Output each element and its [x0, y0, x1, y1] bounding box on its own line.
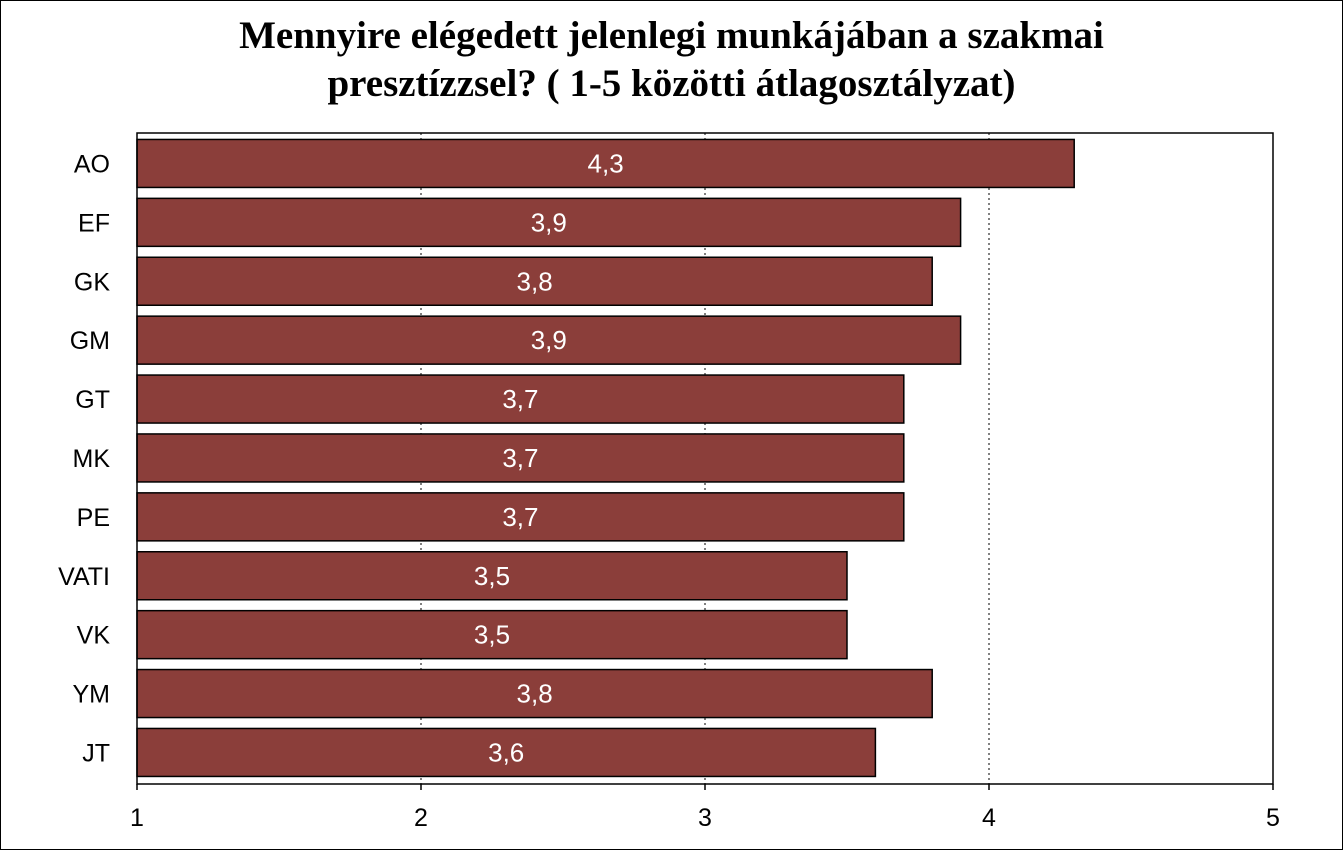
category-label-ao: AO	[74, 150, 110, 178]
x-tick-label-4: 5	[1266, 804, 1280, 832]
category-label-gm: GM	[70, 327, 110, 355]
x-tick-label-3: 4	[982, 804, 996, 832]
bar-vk	[136, 609, 848, 660]
data-label-vati: 3,5	[474, 561, 510, 591]
category-label-mk: MK	[73, 445, 111, 473]
category-label-jt: JT	[82, 739, 110, 767]
bar-pe	[136, 492, 905, 542]
category-label-gk: GK	[74, 268, 110, 296]
data-label-gk: 3,8	[517, 266, 553, 296]
chart-title-line-1: Mennyire elégedett jelenlegi munkájában …	[239, 14, 1104, 57]
chart-title: Mennyire elégedett jelenlegi munkájában …	[0, 12, 1343, 108]
category-label-ef: EF	[78, 209, 110, 237]
category-label-gt: GT	[75, 386, 110, 414]
data-label-gt: 3,7	[502, 384, 538, 414]
data-label-pe: 3,7	[502, 502, 538, 532]
x-tick-label-1: 2	[414, 804, 428, 832]
data-label-mk: 3,7	[502, 443, 538, 473]
category-label-vk: VK	[77, 622, 111, 650]
data-label-ef: 3,9	[531, 207, 567, 237]
data-label-vk: 3,5	[474, 620, 510, 650]
category-label-pe: PE	[77, 504, 110, 532]
data-label-ao: 4,3	[588, 148, 624, 178]
x-tick-label-2: 3	[698, 804, 712, 832]
bar-jt	[136, 727, 877, 778]
x-tick-label-0: 1	[130, 804, 144, 832]
bar-mk	[136, 433, 905, 483]
data-label-ym: 3,8	[517, 679, 553, 709]
data-label-jt: 3,6	[488, 737, 524, 767]
chart-title-line-2: presztízzsel? ( 1-5 közötti átlagosztály…	[327, 62, 1016, 105]
category-label-vati: VATI	[58, 563, 110, 591]
data-label-gm: 3,9	[531, 325, 567, 355]
bar-ym	[136, 668, 933, 719]
category-label-ym: YM	[73, 681, 111, 709]
bar-vati	[136, 551, 848, 601]
